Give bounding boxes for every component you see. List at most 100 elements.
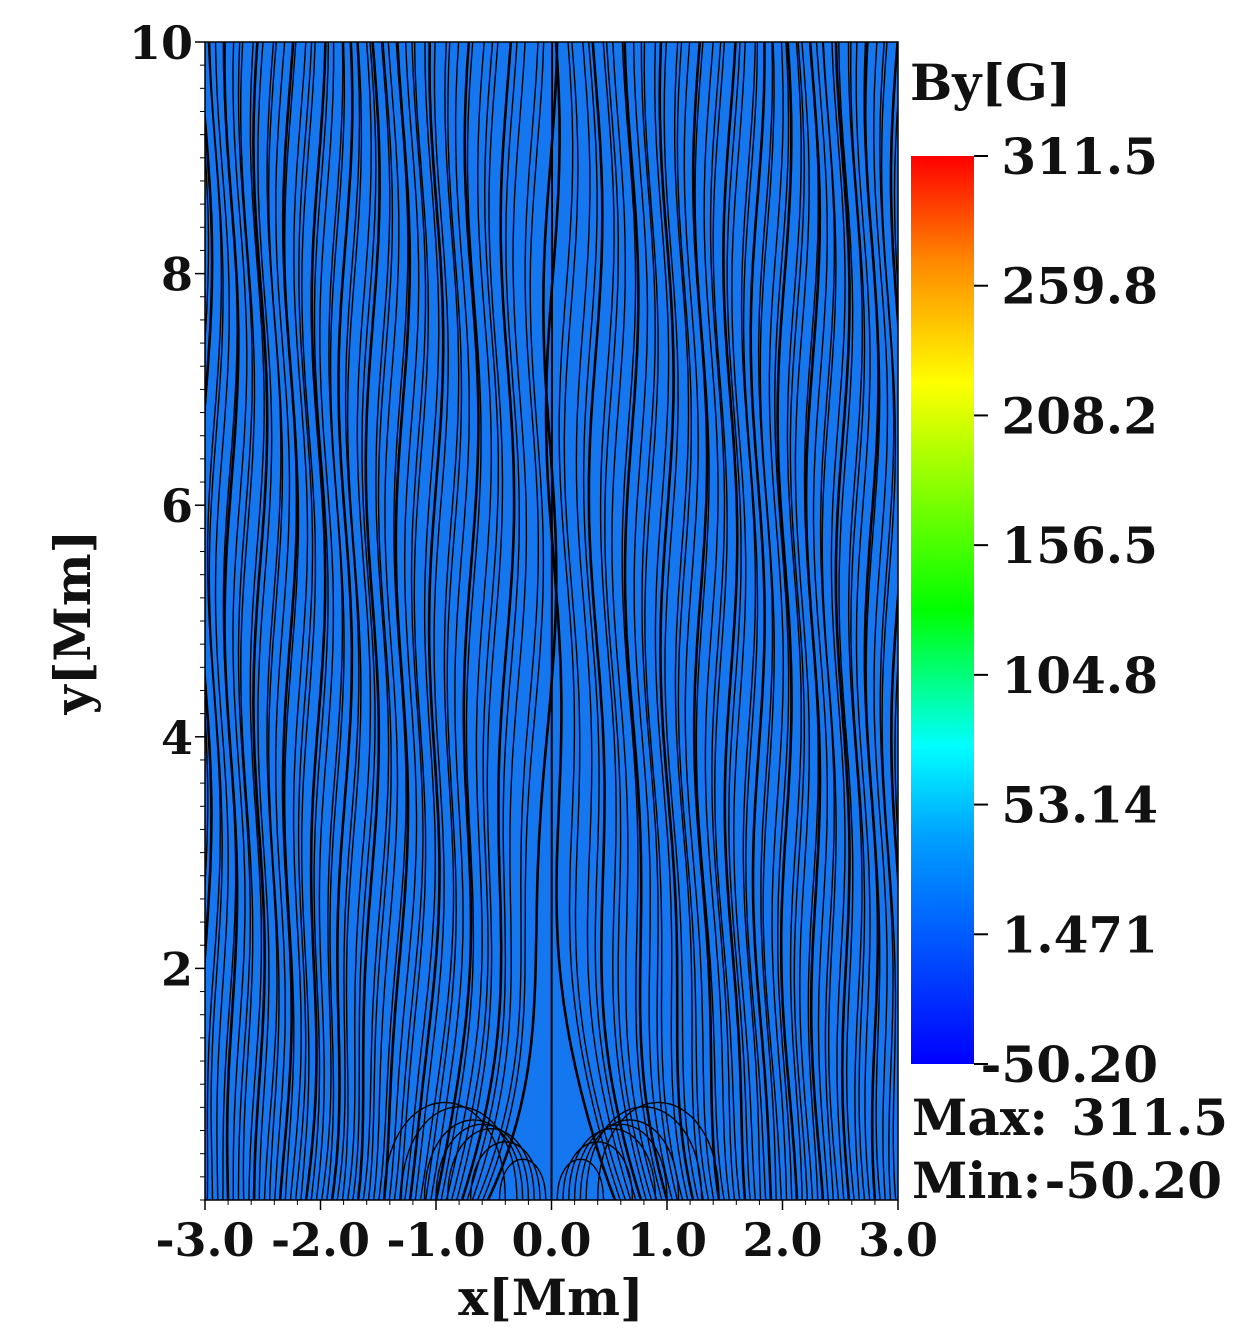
- colorbar-tick-label: 104.8: [1001, 646, 1158, 705]
- y-tick-label: 4: [161, 711, 193, 765]
- field-line-72: [300, 42, 317, 1200]
- field-line-7: [575, 42, 632, 1200]
- field-line-97: [849, 42, 866, 1200]
- field-line-68: [310, 42, 329, 1200]
- field-line-86: [263, 42, 282, 1200]
- field-line-98: [232, 42, 248, 1200]
- field-line-89: [830, 42, 846, 1200]
- field-line-43: [694, 42, 725, 1200]
- max-value: 311.5: [1071, 1088, 1228, 1147]
- field-line-11: [587, 42, 643, 1200]
- field-line-106: [208, 42, 224, 1200]
- field-line-66: [315, 42, 335, 1200]
- field-line-18: [440, 42, 482, 1200]
- field-line-21: [623, 42, 669, 1200]
- field-line-44: [372, 42, 400, 1200]
- field-line-104: [214, 42, 231, 1200]
- y-tick-label: 6: [161, 479, 193, 533]
- field-line-69: [774, 42, 793, 1200]
- field-line-12: [456, 42, 504, 1200]
- field-line-102: [222, 42, 238, 1200]
- field-line-15: [604, 42, 653, 1200]
- closed-loop-125: [585, 1106, 703, 1200]
- closed-loop-127: [597, 1101, 720, 1200]
- field-line-50: [356, 42, 381, 1200]
- field-line-48: [362, 42, 391, 1200]
- field-line-60: [330, 42, 354, 1200]
- field-line-88: [257, 42, 273, 1200]
- field-line-107: [879, 42, 895, 1200]
- field-line-9: [582, 42, 637, 1200]
- x-tick-label: 2.0: [742, 1213, 822, 1267]
- field-line-31: [658, 42, 695, 1200]
- max-label: Max:: [912, 1088, 1048, 1147]
- field-line-93: [838, 42, 855, 1200]
- field-line-87: [821, 42, 840, 1200]
- field-line-101: [863, 42, 880, 1200]
- field-line-13: [599, 42, 647, 1200]
- closed-loop-123: [579, 1119, 680, 1200]
- y-tick-label: 10: [129, 16, 193, 70]
- field-line-52: [352, 42, 377, 1200]
- field-line-62: [326, 42, 346, 1200]
- min-value: -50.20: [1045, 1151, 1222, 1210]
- field-line-73: [786, 42, 803, 1200]
- plot-area: [205, 42, 898, 1200]
- field-line-49: [712, 42, 741, 1200]
- field-line-36: [393, 42, 427, 1200]
- field-line-77: [794, 42, 814, 1200]
- y-tick-label: 2: [161, 942, 193, 996]
- field-line-57: [740, 42, 762, 1200]
- field-line-29: [654, 42, 689, 1200]
- field-line-3: [558, 42, 621, 1200]
- closed-loop-121: [573, 1123, 668, 1200]
- field-line-54: [347, 42, 372, 1200]
- field-line-63: [757, 42, 777, 1200]
- colorbar-tick-label: 311.5: [1001, 127, 1158, 186]
- stats-block: Max: 311.5 Min: -50.20: [912, 1088, 1228, 1210]
- y-axis-title: y[Mm]: [43, 530, 102, 716]
- field-line-99: [855, 42, 871, 1200]
- field-line-75: [789, 42, 808, 1200]
- field-line-24: [424, 42, 463, 1200]
- field-line-47: [709, 42, 736, 1200]
- field-line-34: [398, 42, 430, 1200]
- field-line-32: [404, 42, 440, 1200]
- x-tick-label: 3.0: [858, 1213, 938, 1267]
- field-line-14: [450, 42, 499, 1200]
- field-line-22: [430, 42, 470, 1200]
- x-tick-label: -3.0: [155, 1213, 254, 1267]
- field-line-92: [248, 42, 265, 1200]
- field-line-25: [640, 42, 679, 1200]
- min-label: Min:: [912, 1151, 1041, 1210]
- closed-loop-120: [435, 1123, 530, 1200]
- field-line-81: [804, 42, 825, 1200]
- closed-loop-124: [400, 1106, 518, 1200]
- field-line-82: [274, 42, 291, 1200]
- field-line-90: [252, 42, 269, 1200]
- field-line-20: [434, 42, 480, 1200]
- colorbar-tick-label: -50.20: [981, 1035, 1158, 1094]
- colorbar-ticks: 311.5 259.8 208.2 156.5 104.8 53.14 1.471 -50.2…: [974, 127, 1158, 1094]
- field-line-53: [726, 42, 751, 1200]
- colorbar-title: By[G]: [910, 53, 1071, 112]
- field-line-17: [611, 42, 658, 1200]
- field-line-45: [703, 42, 731, 1200]
- field-line-109: [880, 42, 897, 1200]
- field-line-2: [482, 42, 545, 1200]
- colorbar-tick-label: 156.5: [1001, 516, 1158, 575]
- field-line-39: [683, 42, 715, 1200]
- field-line-19: [621, 42, 663, 1200]
- field-line-70: [304, 42, 327, 1200]
- colorbar: By[G] 311.5 259.8 208.2 156.5 104.8 53.14 1.47…: [910, 53, 1158, 1094]
- field-line-94: [239, 42, 256, 1200]
- field-line-96: [237, 42, 254, 1200]
- colorbar-tick-label: 259.8: [1001, 257, 1158, 316]
- field-line-38: [388, 42, 420, 1200]
- x-tick-label: -2.0: [271, 1213, 370, 1267]
- field-line-6: [471, 42, 528, 1200]
- colorbar-tick-label: 1.471: [1001, 905, 1158, 964]
- field-line-105: [873, 42, 889, 1200]
- field-line-74: [295, 42, 314, 1200]
